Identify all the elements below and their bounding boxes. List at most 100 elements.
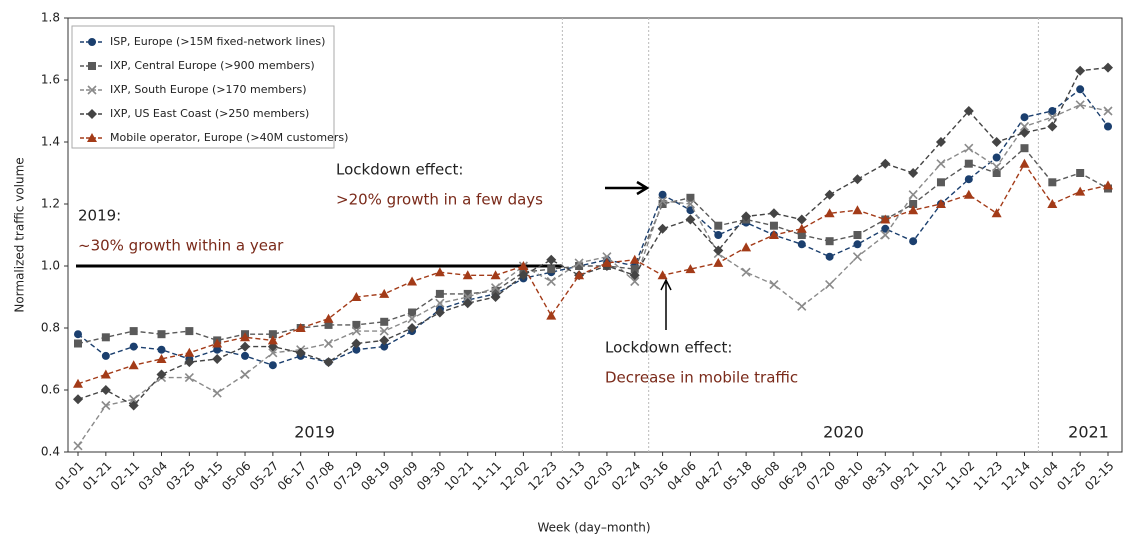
annotation-text: Decrease in mobile traffic: [605, 369, 798, 387]
point: [491, 286, 500, 295]
point: [1019, 121, 1030, 132]
point: [1019, 127, 1030, 138]
point: [714, 221, 723, 230]
x-tick-label: 12-02: [497, 459, 532, 494]
point: [407, 276, 418, 286]
point: [1103, 62, 1113, 73]
x-tick-label: 05-06: [219, 459, 254, 494]
point: [1075, 65, 1086, 76]
x-tick-label: 07-08: [303, 459, 338, 494]
x-tick-label: 09-09: [386, 459, 421, 494]
point: [1020, 113, 1029, 122]
legend-label: IXP, Central Europe (>900 members): [110, 59, 315, 72]
series-line: [77, 104, 1109, 447]
point: [435, 289, 444, 298]
point: [74, 330, 82, 339]
x-tick-label: 11-02: [943, 459, 978, 494]
point: [323, 357, 334, 368]
point: [73, 441, 83, 451]
point: [964, 175, 973, 184]
point: [1075, 186, 1086, 196]
point: [880, 230, 890, 240]
point: [352, 320, 361, 329]
point: [1104, 122, 1112, 131]
point: [380, 342, 389, 351]
legend-marker: [88, 38, 96, 46]
plot-frame: [67, 17, 1123, 453]
point: [909, 200, 918, 208]
point: [992, 153, 1001, 162]
point: [128, 360, 139, 370]
x-tick-label: 08-10: [831, 459, 866, 494]
point: [714, 231, 723, 239]
x-tick-label: 04-15: [191, 459, 226, 494]
point: [379, 288, 390, 298]
x-tick-label: 02-24: [609, 459, 644, 494]
point: [295, 323, 306, 332]
point: [991, 208, 1002, 218]
x-tick-label: 12-23: [525, 459, 560, 494]
point: [797, 231, 806, 239]
point: [713, 245, 724, 256]
point: [658, 196, 668, 206]
point: [574, 258, 584, 268]
annotation-title: Lockdown effect:: [336, 161, 463, 179]
point: [963, 189, 974, 199]
point: [241, 351, 250, 360]
point: [268, 361, 277, 370]
x-tick-label: 04-27: [692, 459, 727, 494]
point: [73, 394, 83, 405]
annotation-title: 2019:: [78, 207, 121, 225]
point: [657, 223, 668, 234]
point: [768, 230, 779, 239]
y-tick-label: 1.2: [41, 197, 60, 211]
point: [128, 400, 139, 411]
point: [853, 240, 862, 249]
x-tick-label: 06-08: [748, 459, 783, 494]
year-label: 2019: [294, 423, 335, 442]
point: [964, 143, 974, 153]
point: [685, 214, 696, 225]
x-tick-label: 03-16: [637, 459, 672, 494]
point: [991, 137, 1002, 147]
point: [824, 208, 835, 218]
point: [351, 326, 361, 336]
x-tick-label: 02-15: [1082, 459, 1117, 494]
x-tick-label: 02-11: [108, 459, 143, 494]
point: [685, 199, 695, 209]
point: [852, 252, 863, 262]
y-tick-label: 0.8: [41, 321, 60, 335]
point: [908, 168, 919, 178]
point: [491, 283, 501, 293]
point: [881, 224, 890, 233]
y-tick-label: 0.6: [41, 383, 60, 397]
point: [100, 369, 111, 379]
point: [546, 276, 556, 287]
point: [462, 270, 473, 280]
point: [435, 298, 445, 308]
point: [129, 342, 138, 351]
annotation-text: >20% growth in a few days: [336, 191, 543, 209]
point: [157, 345, 166, 354]
point: [1048, 107, 1057, 115]
point: [434, 267, 445, 277]
point: [825, 237, 834, 246]
point: [463, 292, 473, 302]
y-tick-label: 0.4: [41, 445, 60, 459]
legend-marker: [88, 62, 96, 70]
point: [935, 137, 946, 147]
point: [157, 330, 166, 339]
point: [1103, 106, 1113, 116]
point: [351, 292, 362, 301]
point: [547, 265, 556, 274]
point: [546, 254, 557, 265]
point: [796, 214, 807, 225]
point: [1020, 144, 1029, 153]
point: [74, 339, 82, 348]
point: [184, 347, 195, 357]
x-tick-label: 09-21: [887, 459, 922, 494]
legend-label: IXP, South Europe (>170 members): [110, 83, 307, 96]
x-tick-label: 03-25: [163, 459, 198, 494]
point: [963, 106, 974, 116]
